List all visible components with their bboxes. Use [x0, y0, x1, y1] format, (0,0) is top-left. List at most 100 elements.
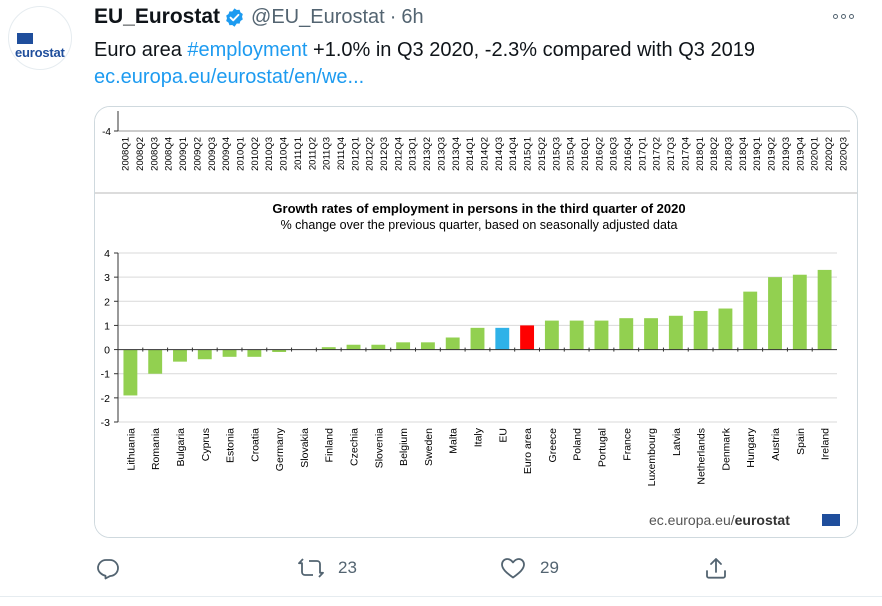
bar-portugal: [594, 320, 609, 350]
top-x-tick-label: 2011Q3: [322, 137, 333, 170]
tweet-text-part: +1.0% in Q3 2020, -2.3% compared with Q3…: [307, 39, 755, 61]
bar-estonia: [222, 349, 237, 357]
retweet-button[interactable]: 23: [298, 556, 357, 580]
bar-sweden: [420, 342, 435, 350]
top-x-tick-label: 2008Q3: [149, 137, 160, 171]
x-tick-label: Austria: [770, 428, 782, 461]
top-x-tick-label: 2011Q2: [307, 137, 318, 170]
x-tick-label: Italy: [473, 427, 485, 447]
bar-austria: [768, 277, 782, 350]
share-icon: [706, 558, 726, 579]
bar-poland: [569, 320, 584, 350]
bar-chart: 4 3 2 1 0 -1 -2 -3 Lithuania Romania Bulgaria Cypru…: [101, 248, 837, 486]
top-x-tick-label: 2017Q2: [652, 137, 663, 171]
retweet-icon: [298, 558, 324, 578]
x-tick-label: Belgium: [398, 428, 410, 466]
reply-icon: [97, 559, 119, 580]
top-x-tick-label: 2010Q1: [236, 137, 247, 171]
chart-title: Growth rates of employment in persons in…: [272, 201, 685, 216]
top-x-tick-label: 2009Q1: [178, 137, 189, 171]
top-x-tick-label: 2010Q4: [279, 137, 290, 171]
top-x-tick-label: 2014Q1: [465, 137, 476, 171]
bar-romania: [148, 349, 163, 374]
top-x-tick-label: 2018Q4: [738, 137, 749, 171]
top-x-tick-label: 2009Q4: [221, 137, 232, 171]
bar-czechia: [346, 344, 361, 350]
top-partial-chart: -4 2008Q1 2008Q2 2008Q3 2008Q4 2009Q1 2009Q2 20…: [102, 111, 850, 171]
bar-italy: [470, 327, 485, 350]
y-tick-label: 0: [104, 345, 110, 357]
bar-luxembourg: [644, 318, 658, 350]
user-handle[interactable]: @EU_Eurostat: [251, 5, 385, 28]
top-x-tick-label: 2014Q3: [494, 137, 505, 171]
display-name[interactable]: EU_Eurostat: [94, 5, 221, 28]
top-x-tick-label: 2008Q2: [135, 137, 146, 171]
x-tick-label: Netherlands: [696, 428, 708, 485]
x-tick-label: Spain: [795, 428, 807, 455]
top-x-tick-label: 2019Q3: [781, 137, 792, 171]
top-x-tick-label: 2015Q1: [523, 137, 534, 171]
y-tick-label: 2: [104, 296, 110, 308]
top-x-tick-label: 2013Q3: [436, 137, 447, 171]
verified-badge-icon: [226, 7, 243, 27]
reply-button[interactable]: [96, 556, 120, 580]
bar-croatia: [247, 349, 262, 357]
top-x-tick-label: 2017Q4: [680, 137, 691, 171]
source-credit: ec.europa.eu/eurostat: [649, 512, 840, 528]
top-x-tick-label: 2016Q3: [609, 137, 620, 171]
x-tick-label: France: [621, 428, 633, 461]
bar-belgium: [396, 342, 411, 350]
x-tick-label: EU: [497, 428, 509, 443]
bar-netherlands: [693, 310, 708, 350]
top-x-tick-label: 2010Q2: [250, 137, 261, 171]
bar-germany: [272, 349, 287, 352]
bar-denmark: [718, 308, 733, 350]
bar-slovenia: [371, 344, 386, 350]
x-tick-label: Cyprus: [200, 428, 212, 461]
bar-latvia: [668, 315, 683, 350]
x-tick-label: Hungary: [745, 427, 757, 467]
top-x-tick-label: 2020Q1: [810, 137, 821, 171]
top-x-tick-label: 2019Q1: [752, 137, 763, 171]
like-button[interactable]: 29: [500, 556, 559, 580]
hashtag-link[interactable]: #employment: [187, 39, 308, 61]
tweet-url-link[interactable]: ec.europa.eu/eurostat/en/we...: [94, 66, 365, 88]
top-x-tick-label: 2008Q1: [121, 137, 132, 171]
bar-eu: [495, 327, 510, 350]
more-options-icon[interactable]: [828, 6, 858, 26]
tweet-actions: 23 29: [0, 548, 882, 588]
top-x-tick-label: 2018Q1: [695, 137, 706, 171]
bar-finland: [321, 347, 336, 350]
share-button[interactable]: [704, 556, 728, 580]
top-x-tick-label: 2017Q3: [666, 137, 677, 171]
x-tick-label: Czechia: [349, 428, 361, 466]
like-count: 29: [540, 558, 559, 577]
top-x-tick-label: 2014Q2: [480, 137, 491, 171]
eu-flag-icon: [17, 33, 33, 44]
bar-lithuania: [123, 349, 138, 396]
top-x-tick-label: 2013Q4: [451, 137, 462, 171]
x-tick-label: Luxembourg: [646, 428, 658, 487]
top-x-tick-label: 2008Q4: [164, 137, 175, 171]
x-tick-label: Estonia: [225, 428, 237, 463]
tweet-media-card[interactable]: -4 2008Q1 2008Q2 2008Q3 2008Q4 2009Q1 2009Q2 20…: [94, 106, 858, 538]
top-x-tick-label: 2015Q3: [551, 137, 562, 171]
top-x-tick-label: 2012Q3: [379, 137, 390, 171]
svg-text:ec.europa.eu/eurostat: ec.europa.eu/eurostat: [649, 512, 790, 528]
profile-avatar[interactable]: eurostat: [8, 6, 72, 70]
bar-spain: [792, 274, 807, 350]
tweet-timestamp[interactable]: 6h: [401, 5, 424, 28]
top-x-tick-label: 2011Q1: [293, 137, 304, 170]
x-tick-label: Latvia: [671, 428, 683, 456]
tweet-text: Euro area #employment +1.0% in Q3 2020, …: [94, 36, 864, 64]
top-x-tick-label: 2016Q4: [623, 137, 634, 171]
top-x-tick-label: 2015Q4: [566, 137, 577, 171]
x-tick-label: Bulgaria: [175, 428, 187, 467]
top-x-tick-label: 2019Q2: [767, 137, 778, 171]
chart-subtitle: % change over the previous quarter, base…: [281, 218, 678, 232]
avatar-logo-text: eurostat: [15, 45, 65, 60]
top-x-tick-label: 2016Q1: [580, 137, 591, 171]
x-tick-label: Finland: [324, 428, 336, 463]
source-text: ec.europa.eu/: [649, 512, 735, 528]
